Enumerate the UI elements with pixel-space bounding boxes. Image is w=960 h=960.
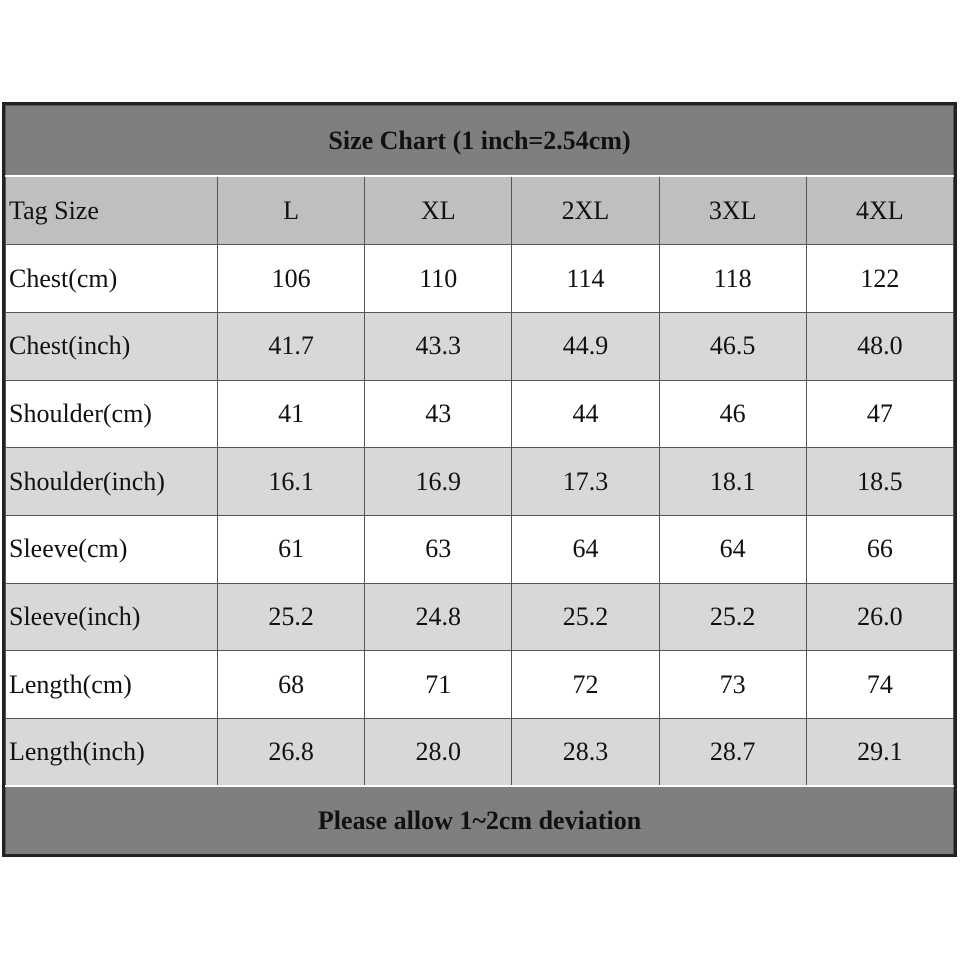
row-label: Length(inch): [5, 718, 218, 787]
table-cell: 44.9: [511, 312, 660, 381]
row-label: Shoulder(inch): [5, 447, 218, 517]
table-cell: 118: [658, 244, 807, 314]
deviation-note: Please allow 1~2cm deviation: [5, 785, 954, 854]
footer-row: Please allow 1~2cm deviation: [5, 785, 954, 854]
table-cell: 48.0: [805, 312, 955, 381]
table-cell: 43.3: [364, 312, 513, 381]
table-cell: 26.8: [216, 718, 366, 787]
table-cell: 68: [216, 650, 366, 720]
row-label: Chest(cm): [5, 244, 218, 314]
table-cell: 66: [805, 515, 955, 584]
table-cell: 47: [805, 379, 955, 449]
table-cell: 28.3: [511, 718, 660, 787]
table-cell: 16.9: [364, 447, 513, 517]
table-cell: 41: [216, 379, 366, 449]
table-cell: 61: [216, 515, 366, 584]
table-cell: 122: [805, 244, 955, 314]
row-label: Length(cm): [5, 650, 218, 720]
table-cell: 28.7: [658, 718, 807, 787]
row-label: Shoulder(cm): [5, 379, 218, 449]
table-cell: 16.1: [216, 447, 366, 517]
table-cell: 64: [511, 515, 660, 584]
table-cell: 46: [658, 379, 807, 449]
table-cell: 46.5: [658, 312, 807, 381]
table-row: Shoulder(inch) 16.1 16.9 17.3 18.1 18.5: [5, 447, 955, 517]
table-cell: 18.1: [658, 447, 807, 517]
table-cell: 17.3: [511, 447, 660, 517]
table-cell: 25.2: [216, 582, 366, 652]
row-label: Chest(inch): [5, 312, 218, 381]
table-cell: 106: [216, 244, 366, 314]
table-cell: 26.0: [805, 582, 955, 652]
table-row: Chest(cm) 106 110 114 118 122: [5, 244, 955, 314]
row-label: Sleeve(inch): [5, 582, 218, 652]
size-header-4xl: 4XL: [805, 175, 955, 246]
table-cell: 73: [658, 650, 807, 720]
table-cell: 25.2: [511, 582, 660, 652]
table-cell: 41.7: [216, 312, 366, 381]
table-cell: 72: [511, 650, 660, 720]
table-cell: 28.0: [364, 718, 513, 787]
size-table: Size Chart (1 inch=2.54cm) Tag Size L XL…: [5, 105, 955, 854]
title-row: Size Chart (1 inch=2.54cm): [5, 105, 954, 178]
table-cell: 110: [364, 244, 513, 314]
table-cell: 44: [511, 379, 660, 449]
table-cell: 114: [511, 244, 660, 314]
table-cell: 74: [805, 650, 955, 720]
table-row: Sleeve(cm) 61 63 64 64 66: [5, 515, 955, 584]
header-row: Tag Size L XL 2XL 3XL 4XL: [5, 175, 955, 246]
tag-size-header: Tag Size: [5, 175, 218, 246]
row-label: Sleeve(cm): [5, 515, 218, 584]
table-row: Shoulder(cm) 41 43 44 46 47: [5, 379, 955, 449]
table-cell: 64: [658, 515, 807, 584]
size-header-2xl: 2XL: [511, 175, 660, 246]
table-row: Length(inch) 26.8 28.0 28.3 28.7 29.1: [5, 718, 955, 787]
table-cell: 25.2: [658, 582, 807, 652]
table-row: Sleeve(inch) 25.2 24.8 25.2 25.2 26.0: [5, 582, 955, 652]
table-row: Chest(inch) 41.7 43.3 44.9 46.5 48.0: [5, 312, 955, 381]
table-cell: 43: [364, 379, 513, 449]
table-cell: 71: [364, 650, 513, 720]
chart-title: Size Chart (1 inch=2.54cm): [5, 105, 954, 178]
table-cell: 18.5: [805, 447, 955, 517]
size-header-l: L: [216, 175, 366, 246]
table-cell: 24.8: [364, 582, 513, 652]
size-header-xl: XL: [364, 175, 513, 246]
table-cell: 63: [364, 515, 513, 584]
table-row: Length(cm) 68 71 72 73 74: [5, 650, 955, 720]
size-chart: Size Chart (1 inch=2.54cm) Tag Size L XL…: [2, 102, 957, 857]
table-cell: 29.1: [805, 718, 955, 787]
size-header-3xl: 3XL: [658, 175, 807, 246]
